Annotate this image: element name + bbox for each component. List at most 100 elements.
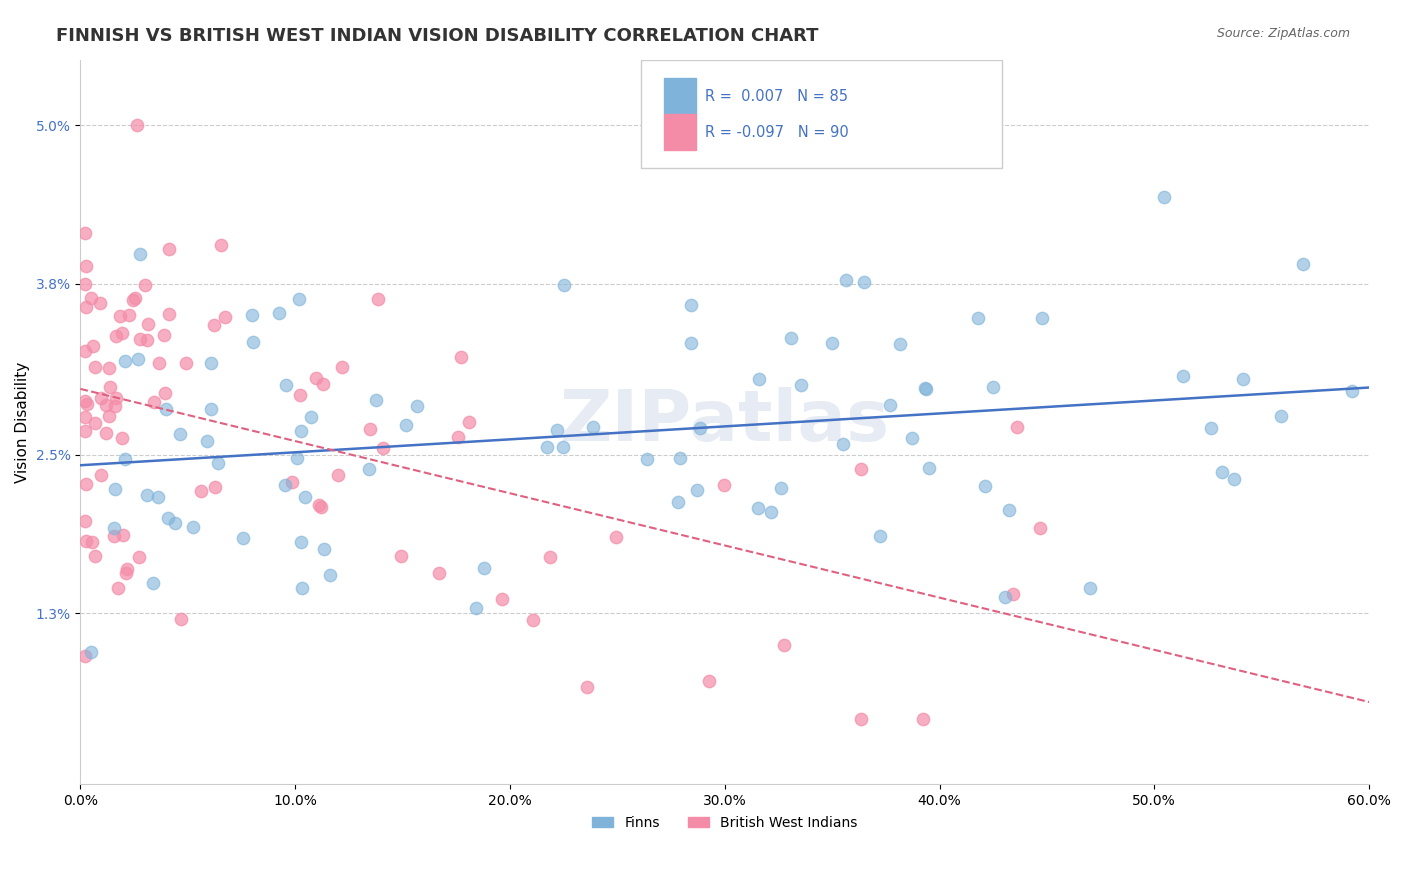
Point <box>747 500 769 515</box>
Point <box>281 475 304 489</box>
Point <box>915 382 938 396</box>
Point <box>170 612 193 626</box>
Point <box>90 392 112 406</box>
Point <box>114 452 136 467</box>
Point <box>713 478 735 492</box>
Point <box>1078 581 1101 595</box>
Point <box>157 307 180 321</box>
Point <box>136 317 159 331</box>
Point <box>669 450 692 465</box>
Point <box>274 478 297 492</box>
Point <box>204 480 226 494</box>
Point <box>76 397 98 411</box>
Point <box>274 377 297 392</box>
Point <box>914 381 936 395</box>
Point <box>371 441 394 455</box>
Point <box>458 415 481 429</box>
Point <box>207 457 229 471</box>
Point <box>122 293 145 307</box>
Point <box>118 308 141 322</box>
Point <box>73 410 96 425</box>
Point <box>291 582 314 596</box>
Bar <box>664 114 696 150</box>
Point <box>1270 409 1292 424</box>
Point <box>115 566 138 580</box>
Point <box>73 226 96 240</box>
Y-axis label: Vision Disability: Vision Disability <box>15 361 30 483</box>
Point <box>299 409 322 424</box>
Point <box>163 516 186 531</box>
Point <box>94 426 117 441</box>
Point <box>135 333 157 347</box>
Point <box>681 298 703 312</box>
Point <box>357 462 380 476</box>
Point <box>108 310 131 324</box>
Point <box>686 483 709 497</box>
Point <box>105 328 128 343</box>
Point <box>285 450 308 465</box>
Point <box>73 344 96 359</box>
Point <box>889 336 911 351</box>
Point <box>209 238 232 252</box>
Point <box>1031 310 1053 325</box>
Point <box>981 379 1004 393</box>
Point <box>104 391 127 405</box>
Point <box>305 371 328 385</box>
Point <box>769 481 792 495</box>
Point <box>447 430 470 444</box>
Point <box>129 247 152 261</box>
Point <box>1171 369 1194 384</box>
Point <box>169 427 191 442</box>
Point <box>367 292 389 306</box>
Point <box>1232 372 1254 386</box>
Point <box>636 451 658 466</box>
Point <box>748 371 770 385</box>
Point <box>522 613 544 627</box>
Point <box>73 277 96 292</box>
Point <box>869 529 891 543</box>
Point <box>136 488 159 502</box>
Point <box>689 421 711 435</box>
Point <box>879 398 901 412</box>
Point <box>134 277 156 292</box>
Point <box>111 431 134 445</box>
Point <box>174 355 197 369</box>
Point <box>73 393 96 408</box>
Point <box>195 434 218 448</box>
Point <box>112 528 135 542</box>
Point <box>538 549 561 564</box>
Point <box>84 549 107 563</box>
Point <box>157 243 180 257</box>
Point <box>849 712 872 726</box>
Point <box>104 400 127 414</box>
Point <box>1341 384 1364 398</box>
Point <box>779 331 801 345</box>
Point <box>94 398 117 412</box>
Point <box>107 582 129 596</box>
Point <box>450 351 472 365</box>
Point <box>605 531 627 545</box>
Point <box>759 505 782 519</box>
Point <box>911 712 934 726</box>
Point <box>156 511 179 525</box>
Point <box>319 568 342 582</box>
Point <box>128 549 150 564</box>
Point <box>288 293 311 307</box>
Point <box>104 482 127 496</box>
Point <box>326 467 349 482</box>
Point <box>536 440 558 454</box>
Point <box>406 399 429 413</box>
Point <box>395 418 418 433</box>
Point <box>153 386 176 401</box>
Point <box>152 327 174 342</box>
Point <box>73 514 96 528</box>
Point <box>80 645 103 659</box>
Point <box>576 680 599 694</box>
Point <box>1029 521 1052 535</box>
Point <box>97 409 120 423</box>
Point <box>148 356 170 370</box>
Point <box>900 431 922 445</box>
Point <box>242 335 264 350</box>
Text: Source: ZipAtlas.com: Source: ZipAtlas.com <box>1216 27 1350 40</box>
Point <box>103 521 125 535</box>
